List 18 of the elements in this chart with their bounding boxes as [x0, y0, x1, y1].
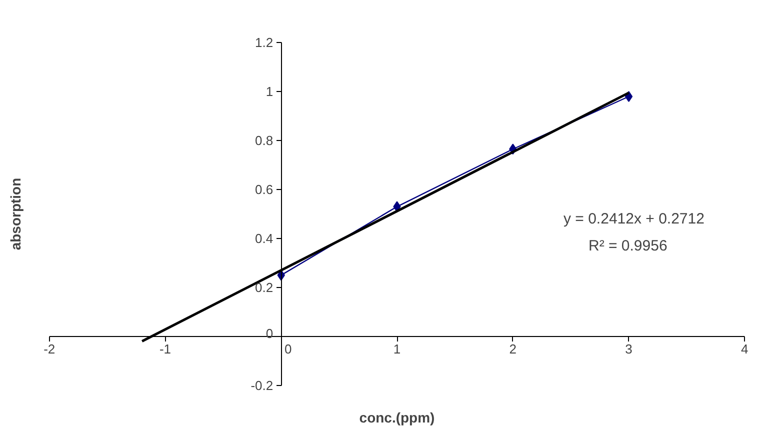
y-tick-label: 0.6 [255, 182, 274, 198]
x-tick-label: 1 [393, 341, 401, 356]
y-axis-title: absorption [8, 178, 24, 250]
y-tick-label: 1 [266, 84, 274, 100]
y-tick-label: 0.4 [255, 230, 274, 246]
x-tick-label: -1 [159, 341, 172, 356]
annotation: R² = 0.9956 [588, 238, 668, 254]
x-axis-title: conc.(ppm) [359, 410, 435, 426]
y-tick-label: 0.8 [255, 133, 274, 148]
y-tick-label: 0.2 [255, 280, 274, 295]
annotation: y = 0.2412x + 0.2712 [564, 210, 704, 228]
x-tick-label: -2 [44, 341, 56, 356]
y-tick-label: 1.2 [255, 35, 274, 50]
x-tick-label: 4 [741, 341, 748, 356]
x-tick-label: 0 [284, 341, 292, 356]
x-tick-label: 3 [625, 341, 632, 356]
y-tick-label: -0.2 [250, 378, 274, 393]
x-tick-label: 2 [509, 341, 516, 356]
